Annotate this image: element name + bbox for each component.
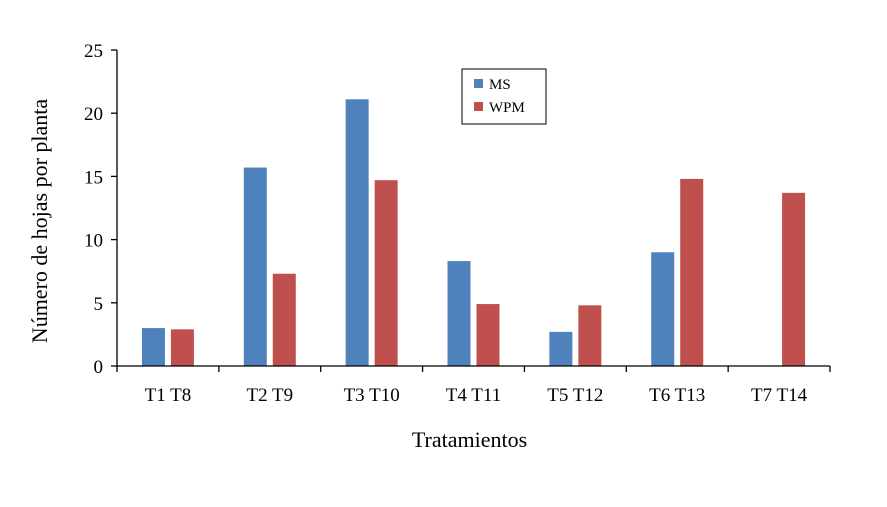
bars-group	[141, 99, 806, 367]
x-tick-label: T6 T13	[649, 385, 705, 406]
bar-ms-3	[345, 99, 369, 367]
legend-swatch-wpm	[474, 102, 483, 111]
x-tick-label: T1 T8	[145, 385, 192, 406]
bar-wpm-2	[272, 273, 296, 366]
x-tick-label: T4 T11	[446, 385, 501, 406]
x-ticks-group: T1 T8 T2 T9 T3 T10 T4 T11 T5 T12 T6 T13 T7 T14	[116, 366, 831, 406]
y-tick-label: 0	[94, 357, 104, 378]
bar-ms-1	[141, 328, 165, 366]
y-axis-title: Número de hojas por planta	[27, 99, 52, 344]
y-tick-label: 25	[84, 41, 103, 62]
legend-label-ms: MS	[489, 77, 511, 93]
bar-ms-5	[549, 331, 573, 366]
y-tick-label: 20	[84, 104, 103, 125]
y-tick-label: 5	[94, 294, 104, 315]
legend-label-wpm: WPM	[489, 100, 525, 116]
x-tick-label: T7 T14	[751, 385, 808, 406]
x-tick-label: T5 T12	[547, 385, 603, 406]
legend-swatch-ms	[474, 79, 483, 88]
bar-wpm-3	[374, 180, 398, 366]
axes-group	[116, 50, 830, 367]
bar-wpm-6	[680, 178, 704, 366]
legend-box	[461, 68, 547, 125]
bar-ms-4	[447, 261, 471, 366]
bar-wpm-1	[170, 329, 194, 366]
bar-ms-6	[651, 252, 675, 366]
bar-wpm-7	[782, 192, 806, 366]
bar-wpm-4	[476, 304, 500, 366]
bar-ms-2	[243, 167, 267, 366]
x-tick-label: T3 T10	[344, 385, 400, 406]
x-tick-label: T2 T9	[246, 385, 293, 406]
y-ticks-group: 0 5 10 15 20 25	[84, 41, 117, 378]
y-tick-label: 10	[84, 231, 103, 252]
y-tick-label: 15	[84, 167, 103, 188]
x-axis-title: Tratamientos	[412, 427, 527, 452]
bar-wpm-5	[578, 305, 602, 366]
legend: MS WPM	[461, 68, 547, 125]
